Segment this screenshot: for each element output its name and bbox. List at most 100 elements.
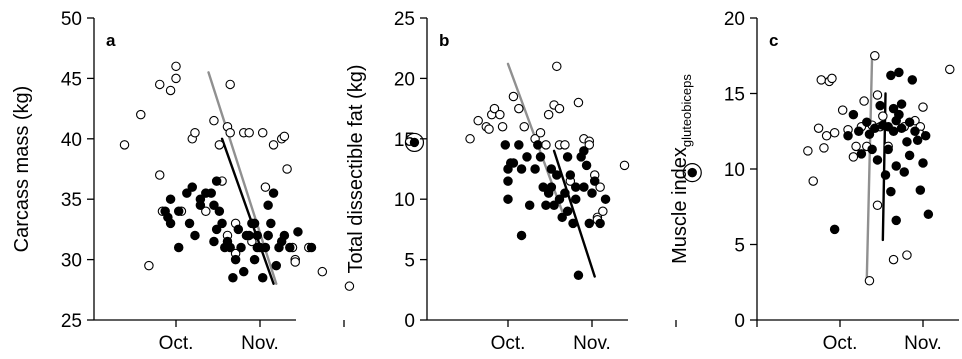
panel-c-open-point xyxy=(864,275,875,286)
panel-a-open-point xyxy=(244,128,254,138)
panel-c-y-tick-label: 5 xyxy=(734,236,745,257)
panel-a-open-point xyxy=(209,115,219,126)
panel-a-filled-point xyxy=(190,230,200,241)
panel-b-filled-point xyxy=(570,182,581,192)
panel-c-filled-point xyxy=(894,109,904,120)
panel-c-y-tick-label: 20 xyxy=(724,9,745,30)
panel-a-open-point xyxy=(225,79,235,90)
panel-b-open-point xyxy=(584,140,595,150)
panel-c-filled-point xyxy=(904,150,915,161)
panel-a-open-point xyxy=(290,257,300,267)
panel-a-filled-point xyxy=(206,188,216,198)
panel-b-letter: b xyxy=(439,31,449,50)
panel-b-x-tick-label: Oct. xyxy=(491,333,526,354)
panel-a-filled-point xyxy=(306,242,317,253)
panel-a-filled-point xyxy=(263,200,273,210)
panel-a-filled-point xyxy=(182,188,192,198)
panel-b-open-point xyxy=(508,91,519,102)
panel-b-filled-point xyxy=(579,182,589,192)
panel-c-filled-point xyxy=(920,131,931,141)
panel-c-open-point xyxy=(945,64,955,75)
panel-c-y-tick-label: 10 xyxy=(724,160,745,181)
panel-b-filled-point xyxy=(514,140,524,150)
panel-a-filled-point xyxy=(249,218,260,229)
panel-b-filled-point xyxy=(560,188,570,198)
panel-b-filled-point xyxy=(503,194,513,204)
panel-b-filled-point xyxy=(557,212,567,223)
panel-c-open-point xyxy=(918,102,928,112)
panel-a-y-tick-label: 35 xyxy=(61,190,82,211)
panel-b-filled-point xyxy=(546,182,557,192)
panel-a-open-point xyxy=(214,140,225,150)
panel-a-filled-point xyxy=(257,272,268,283)
panel-b-filled-point xyxy=(535,152,546,162)
panel-c-filled-point xyxy=(862,117,872,127)
panel-a-open-point xyxy=(282,164,292,174)
panel-c-open-point xyxy=(848,152,859,162)
panel-c-y-tick-label: 0 xyxy=(734,311,745,332)
panel-a-filled-point xyxy=(285,242,295,253)
panel-b-open-point xyxy=(573,97,584,108)
panel-b-open-point xyxy=(598,206,608,217)
panel-c-open-point xyxy=(859,96,869,106)
panel-b-y-tick-label: 25 xyxy=(394,9,415,30)
panel-c-open-point xyxy=(837,105,848,115)
panel-b-filled-point xyxy=(570,194,581,204)
panel-c-filled-point xyxy=(843,131,853,141)
panel-a-filled-point xyxy=(249,254,260,265)
panel-a-open-point xyxy=(144,260,154,271)
panel-c-open-point xyxy=(827,73,837,84)
panel-a-filled-point xyxy=(209,200,219,210)
panel-c-filled-point xyxy=(864,129,875,140)
panel-b-filled-point xyxy=(541,200,551,210)
panel-c-filled-point xyxy=(883,144,893,155)
panel-b-y-tick-label: 15 xyxy=(394,130,415,151)
panel-c-filled-point xyxy=(894,67,904,78)
panel-b-open-point xyxy=(543,109,554,120)
panel-c-filled-point xyxy=(870,123,880,133)
panel-a-filled-point xyxy=(173,242,184,253)
panel-a-filled-point xyxy=(244,230,254,241)
panel-b-filled-point xyxy=(503,176,513,186)
panel-c-filled-point xyxy=(918,158,928,168)
panel-a-y-tick-label: 50 xyxy=(61,9,82,30)
panel-b-open-point xyxy=(495,109,505,120)
panel-a-filled-point xyxy=(165,218,176,229)
panel-b-open-point xyxy=(541,140,551,150)
panel-c-filled-point xyxy=(856,149,867,159)
panel-c-letter: c xyxy=(769,31,778,50)
panel-b-filled-point xyxy=(530,164,540,174)
panel-a-filled-point xyxy=(225,242,235,253)
panel-a-filled-point xyxy=(228,272,238,283)
panel-a-filled-point xyxy=(211,176,222,186)
panel-c-filled-point xyxy=(888,103,899,114)
panel-b-y-tick-label: 10 xyxy=(394,190,415,211)
panel-c-filled-point xyxy=(891,215,901,226)
panel-b-filled-point xyxy=(549,200,559,210)
panel-c-y-tick-label: 15 xyxy=(724,85,745,106)
panel-b-y-tick-label: 0 xyxy=(404,311,415,332)
panel-b-regression-line-filled xyxy=(552,149,596,278)
panel-a-open-point xyxy=(119,140,130,150)
panel-b-filled-point xyxy=(587,188,597,198)
panel-a-filled-point xyxy=(195,194,206,204)
panel-a-filled-point xyxy=(165,194,176,204)
panel-b-open-point xyxy=(619,160,630,171)
panel-a-open-point xyxy=(225,128,235,138)
panel-b-filled-point xyxy=(500,140,511,150)
panel-a-open-point xyxy=(136,109,146,120)
panel-c-filled-point xyxy=(907,75,918,85)
panel-b-filled-point xyxy=(546,164,557,174)
panel-a-filled-point xyxy=(187,182,198,192)
panel-b-open-point xyxy=(489,103,500,114)
panel-a-x-tick-label: Nov. xyxy=(241,333,279,354)
panel-b-open-point xyxy=(519,121,530,132)
panel-b-filled-point xyxy=(508,158,519,168)
panel-c-open-point xyxy=(902,250,912,260)
panel-c-open-point xyxy=(878,111,888,121)
panel-a-filled-point xyxy=(260,242,271,253)
panel-c-open-point xyxy=(872,90,883,100)
panel-a-open-point xyxy=(171,61,181,72)
panel-a-filled-point xyxy=(279,230,290,241)
panel-c-filled-point xyxy=(886,70,896,81)
